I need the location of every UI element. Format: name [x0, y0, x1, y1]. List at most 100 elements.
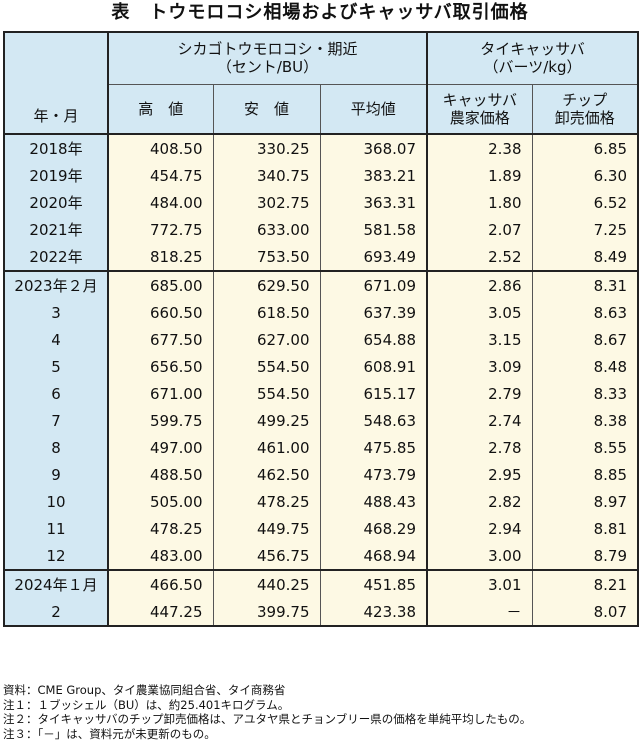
farm-price-cell: 3.01	[427, 570, 532, 598]
chip-price-cell: 7.25	[532, 216, 638, 243]
chip-price-cell: 8.81	[532, 515, 638, 542]
col-chip-label-1: チップ	[533, 91, 638, 109]
col-farm-header: キャッサバ 農家価格	[427, 84, 532, 134]
chip-price-cell: 8.85	[532, 461, 638, 488]
chip-price-cell: 8.49	[532, 243, 638, 271]
chip-price-cell: 8.33	[532, 380, 638, 407]
low-cell: 440.25	[213, 570, 320, 598]
high-cell: 818.25	[108, 243, 213, 271]
footnotes: 資料：CME Group、タイ農業協同組合省、タイ商務省 注１：１ブッシェル（B…	[3, 683, 637, 741]
low-cell: 633.00	[213, 216, 320, 243]
col-chip-header: チップ 卸売価格	[532, 84, 638, 134]
footnote-source: 資料：CME Group、タイ農業協同組合省、タイ商務省	[3, 683, 637, 698]
high-cell: 497.00	[108, 434, 213, 461]
low-cell: 618.50	[213, 299, 320, 326]
farm-price-cell: 3.09	[427, 353, 532, 380]
high-cell: 454.75	[108, 162, 213, 189]
avg-cell: 363.31	[320, 189, 427, 216]
avg-cell: 581.58	[320, 216, 427, 243]
high-cell: 656.50	[108, 353, 213, 380]
low-cell: 462.50	[213, 461, 320, 488]
chip-price-cell: 8.31	[532, 271, 638, 299]
farm-price-cell: 2.82	[427, 488, 532, 515]
row-label-cell: 2019年	[4, 162, 108, 189]
col-farm-label-1: キャッサバ	[428, 91, 532, 109]
row-label-cell: 3	[4, 299, 108, 326]
avg-cell: 468.29	[320, 515, 427, 542]
row-label-cell: 11	[4, 515, 108, 542]
chip-price-cell: 8.97	[532, 488, 638, 515]
col-chip-label-2: 卸売価格	[533, 109, 638, 127]
farm-price-cell: 3.00	[427, 542, 532, 570]
farm-price-cell: 2.38	[427, 134, 532, 162]
row-label-cell: 10	[4, 488, 108, 515]
col-high-header: 高 値	[108, 84, 213, 134]
avg-cell: 451.85	[320, 570, 427, 598]
chip-price-cell: 8.79	[532, 542, 638, 570]
chip-price-cell: 8.67	[532, 326, 638, 353]
chip-price-cell: 8.55	[532, 434, 638, 461]
col-farm-label-2: 農家価格	[428, 109, 532, 127]
avg-cell: 637.39	[320, 299, 427, 326]
farm-price-cell: －	[427, 598, 532, 626]
col-avg-header: 平均値	[320, 84, 427, 134]
chip-price-cell: 8.07	[532, 598, 638, 626]
avg-cell: 608.91	[320, 353, 427, 380]
row-label-cell: 7	[4, 407, 108, 434]
row-label-cell: 2021年	[4, 216, 108, 243]
chicago-corn-unit: （セント/BU）	[109, 58, 426, 76]
col-avg-label: 平均値	[351, 100, 396, 118]
high-cell: 466.50	[108, 570, 213, 598]
thai-cassava-title: タイキャッサバ	[428, 40, 637, 58]
chicago-corn-group-header: シカゴトウモロコシ・期近 （セント/BU）	[108, 32, 427, 84]
row-label-cell: 9	[4, 461, 108, 488]
farm-price-cell: 2.52	[427, 243, 532, 271]
chicago-corn-title: シカゴトウモロコシ・期近	[109, 40, 426, 58]
row-label-cell: 6	[4, 380, 108, 407]
high-cell: 772.75	[108, 216, 213, 243]
low-cell: 330.25	[213, 134, 320, 162]
farm-price-cell: 2.86	[427, 271, 532, 299]
row-label-cell: 2023年２月	[4, 271, 108, 299]
col-high-label: 高 値	[138, 100, 183, 118]
row-label-cell: 2024年１月	[4, 570, 108, 598]
low-cell: 302.75	[213, 189, 320, 216]
low-cell: 449.75	[213, 515, 320, 542]
high-cell: 671.00	[108, 380, 213, 407]
low-cell: 461.00	[213, 434, 320, 461]
price-table: 年・月 シカゴトウモロコシ・期近 （セント/BU） タイキャッサバ （バーツ/k…	[3, 31, 639, 627]
avg-cell: 615.17	[320, 380, 427, 407]
high-cell: 484.00	[108, 189, 213, 216]
row-label-cell: 4	[4, 326, 108, 353]
chip-price-cell: 8.21	[532, 570, 638, 598]
row-label-cell: 8	[4, 434, 108, 461]
high-cell: 599.75	[108, 407, 213, 434]
high-cell: 505.00	[108, 488, 213, 515]
chip-price-cell: 8.63	[532, 299, 638, 326]
low-cell: 499.25	[213, 407, 320, 434]
high-cell: 483.00	[108, 542, 213, 570]
avg-cell: 693.49	[320, 243, 427, 271]
chip-price-cell: 6.85	[532, 134, 638, 162]
avg-cell: 488.43	[320, 488, 427, 515]
farm-price-cell: 1.89	[427, 162, 532, 189]
avg-cell: 368.07	[320, 134, 427, 162]
high-cell: 677.50	[108, 326, 213, 353]
row-label-header-text: 年・月	[33, 107, 78, 125]
low-cell: 627.00	[213, 326, 320, 353]
chip-price-cell: 6.30	[532, 162, 638, 189]
thai-cassava-group-header: タイキャッサバ （バーツ/kg）	[427, 32, 638, 84]
high-cell: 408.50	[108, 134, 213, 162]
